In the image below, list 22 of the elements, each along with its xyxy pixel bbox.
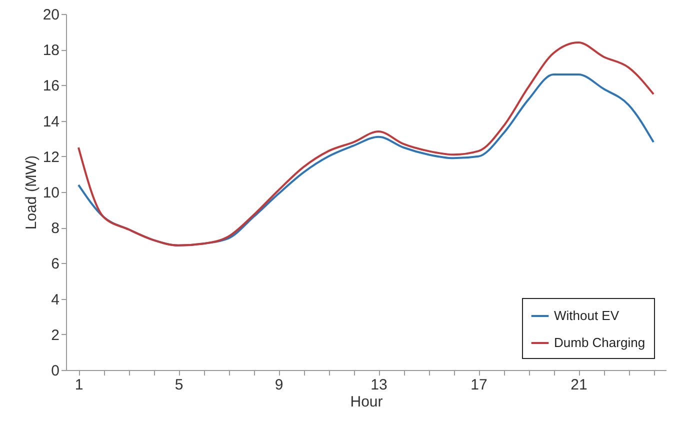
y-tick-label: 8	[51, 220, 60, 238]
y-tick-label: 16	[42, 78, 60, 95]
legend-label: Dumb Charging	[554, 335, 646, 350]
y-tick-label: 0	[51, 362, 60, 380]
y-axis-title: Load (MW)	[22, 155, 40, 230]
x-axis-title: Hour	[350, 394, 383, 410]
x-tick-label: 5	[174, 376, 184, 394]
y-tick-label: 18	[42, 42, 60, 60]
y-tick-label: 10	[42, 184, 60, 202]
line-series	[78, 41, 654, 246]
y-tick-label: 4	[51, 291, 60, 308]
y-tick-label: 12	[42, 148, 60, 166]
x-tick-label: 17	[470, 376, 488, 394]
y-tick-label: 20	[42, 6, 60, 24]
x-tick-label: 21	[570, 376, 588, 394]
y-tick-label: 14	[42, 113, 60, 130]
x-tick-label: 13	[370, 376, 388, 394]
legend-label: Without EV	[554, 308, 620, 323]
y-tick-label: 2	[51, 326, 60, 344]
x-tick-label: 9	[274, 376, 284, 394]
x-tick-label: 1	[74, 376, 84, 394]
y-tick-label: 6	[51, 256, 60, 273]
